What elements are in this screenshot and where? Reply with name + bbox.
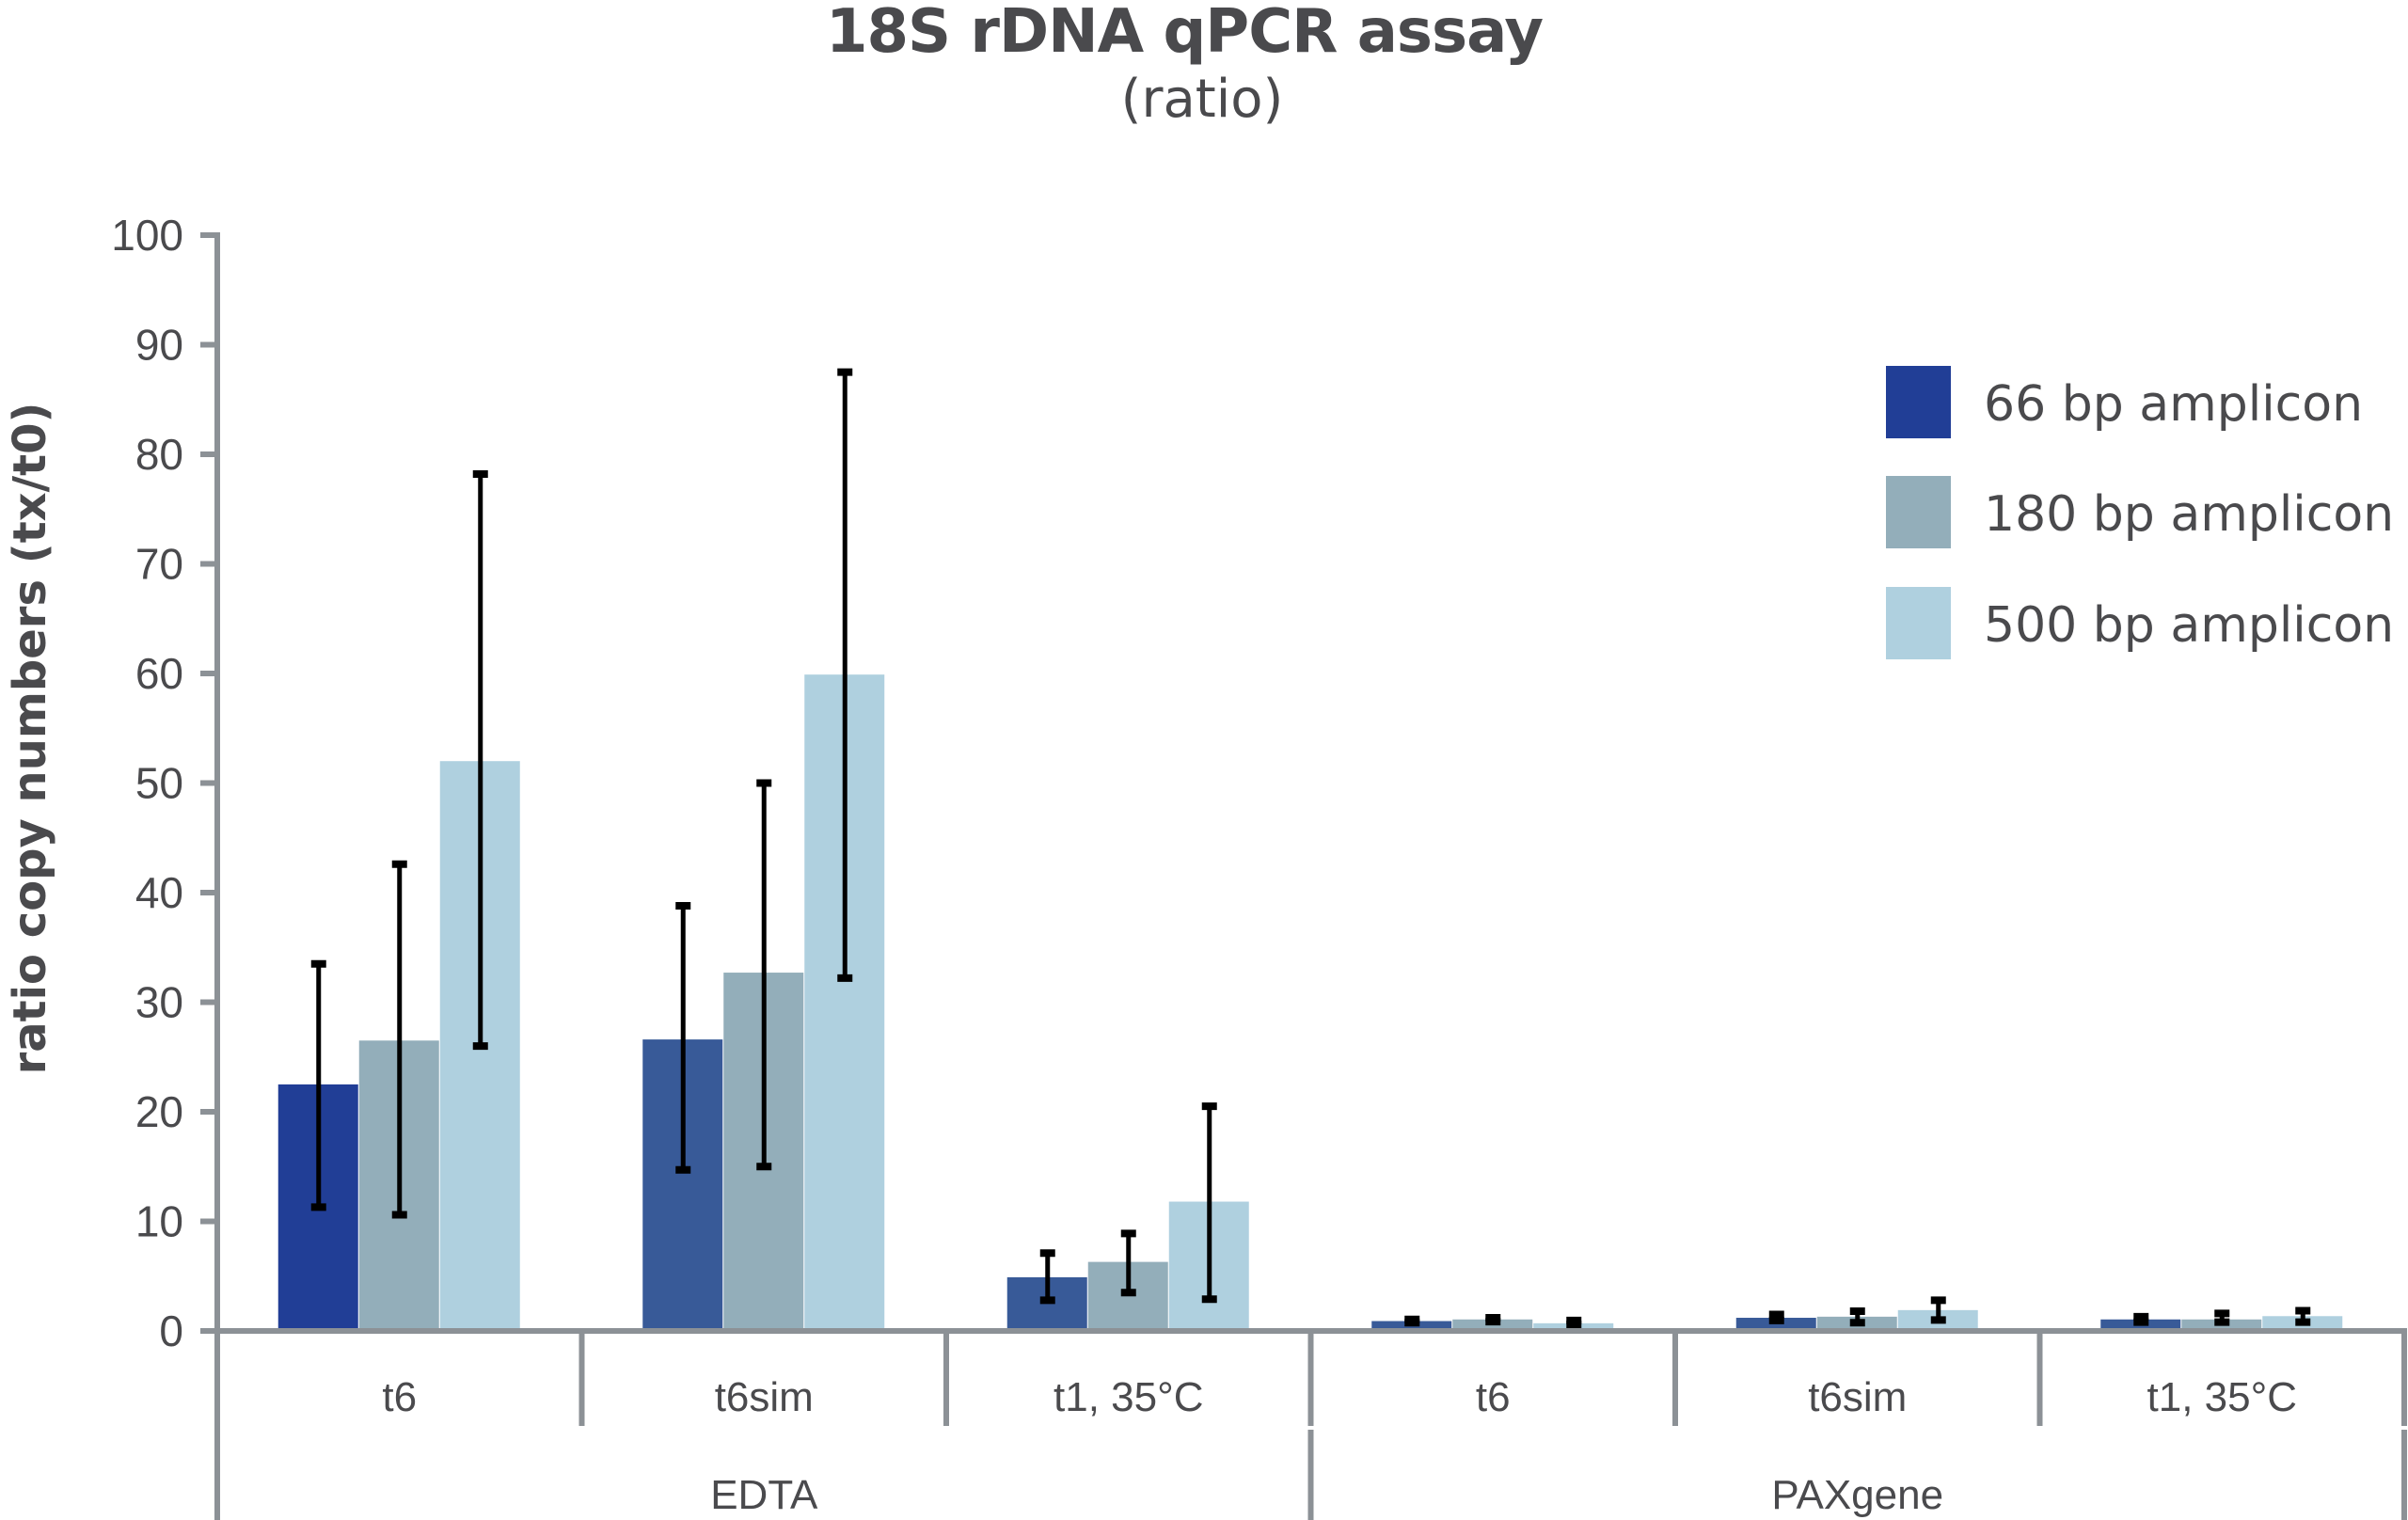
y-ticks: 0 10 20 30 40 50 60 70 80 90 100 bbox=[111, 211, 217, 1355]
y-axis-label: ratio copy numbers (tx/t0) bbox=[4, 403, 56, 1075]
legend-swatch bbox=[1886, 366, 1951, 438]
y-tick-label: 50 bbox=[135, 759, 183, 808]
group-label: EDTA bbox=[710, 1472, 818, 1518]
x-tick-label: t1, 35°C bbox=[1054, 1374, 1203, 1420]
chart-subtitle: (ratio) bbox=[1121, 69, 1284, 130]
y-tick-label: 70 bbox=[135, 540, 183, 589]
axes-layer bbox=[214, 232, 2407, 1520]
chart-title: 18S rDNA qPCR assay bbox=[826, 0, 1543, 67]
x-tick-labels: t6 t6sim t1, 35°C t6 t6sim t1, 35°C bbox=[382, 1374, 2297, 1420]
y-tick-label: 10 bbox=[135, 1197, 183, 1246]
y-tick-label: 60 bbox=[135, 649, 183, 698]
legend: 66 bp amplicon 180 bp amplicon 500 bp ampl… bbox=[1886, 366, 2394, 659]
legend-label: 66 bp amplicon bbox=[1984, 376, 2363, 433]
group-label: PAXgene bbox=[1771, 1472, 1943, 1518]
legend-label: 180 bp amplicon bbox=[1984, 486, 2394, 543]
y-tick-label: 30 bbox=[135, 978, 183, 1027]
error-bars-layer bbox=[310, 368, 2311, 1329]
y-tick-label: 80 bbox=[135, 430, 183, 479]
bar bbox=[1735, 1318, 1816, 1331]
y-tick-label: 90 bbox=[135, 321, 183, 370]
bars-layer bbox=[277, 674, 2343, 1331]
x-tick-label: t6sim bbox=[715, 1374, 814, 1420]
legend-swatch bbox=[1886, 587, 1951, 659]
y-tick-label: 20 bbox=[135, 1087, 183, 1136]
y-tick-label: 100 bbox=[111, 211, 183, 260]
y-tick-label: 0 bbox=[159, 1306, 183, 1355]
x-tick-label: t6 bbox=[382, 1374, 417, 1420]
x-tick-label: t6sim bbox=[1808, 1374, 1907, 1420]
x-tick-label: t6 bbox=[1476, 1374, 1511, 1420]
legend-swatch bbox=[1886, 476, 1951, 548]
legend-label: 500 bp amplicon bbox=[1984, 597, 2394, 654]
x-tick-label: t1, 35°C bbox=[2147, 1374, 2297, 1420]
group-labels: EDTA PAXgene bbox=[710, 1472, 1943, 1518]
y-tick-label: 40 bbox=[135, 868, 183, 917]
